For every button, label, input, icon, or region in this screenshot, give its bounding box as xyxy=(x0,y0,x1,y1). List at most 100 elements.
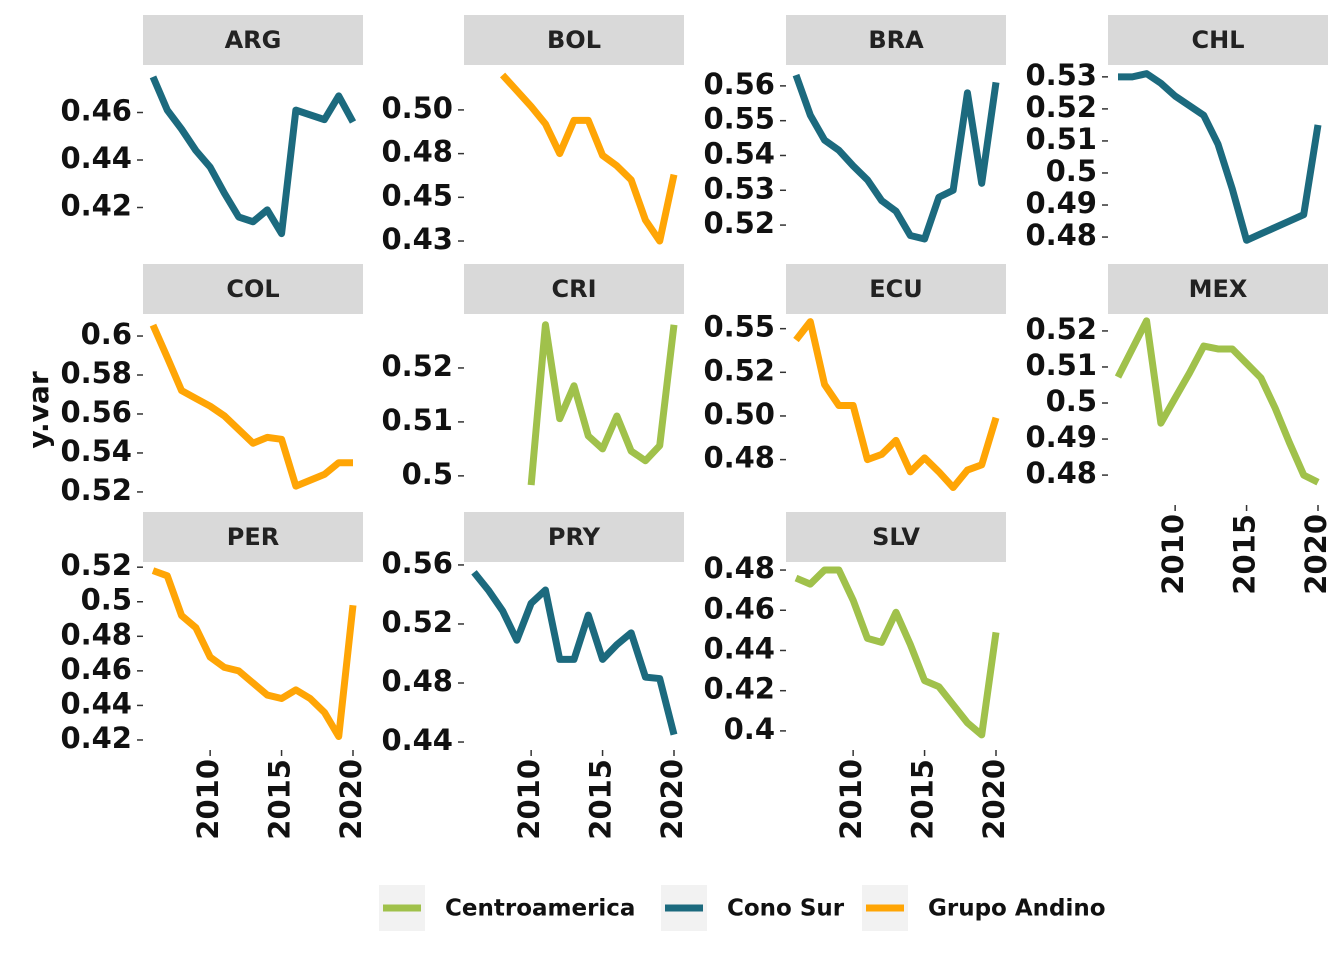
line-series xyxy=(1118,70,1322,244)
x-tick-label: 2010 xyxy=(1156,514,1190,595)
y-tick-label: 0.46 xyxy=(60,94,132,128)
y-tick-label: 0.50 xyxy=(703,397,775,431)
y-tick-label: 0.52 xyxy=(381,349,453,383)
facet-strip xyxy=(143,264,363,314)
y-axis-label: y.var xyxy=(22,371,55,448)
y-tick-label: 0.42 xyxy=(60,189,132,223)
y-tick-label: 0.52 xyxy=(60,473,132,507)
line-series xyxy=(149,323,353,490)
y-tick-label: 0.53 xyxy=(1025,58,1097,92)
y-tick-label: 0.44 xyxy=(381,723,453,757)
facet-title: PRY xyxy=(548,523,601,551)
y-tick-label: 0.49 xyxy=(1025,186,1097,220)
x-tick-label: 2020 xyxy=(1299,514,1333,595)
y-tick-label: 0.56 xyxy=(703,67,775,101)
facet-title: SLV xyxy=(872,523,920,551)
facet-title: ECU xyxy=(869,275,923,303)
y-tick-label: 0.54 xyxy=(703,136,775,170)
facet-strip xyxy=(464,264,684,314)
y-tick-label: 0.52 xyxy=(1025,90,1097,124)
y-tick-label: 0.50 xyxy=(381,91,453,125)
legend-label: Grupo Andino xyxy=(928,896,1106,922)
facet-title: BOL xyxy=(547,26,601,54)
facet-strip xyxy=(1108,15,1328,65)
y-tick-label: 0.48 xyxy=(1025,456,1097,490)
x-tick-label: 2010 xyxy=(191,759,225,840)
y-tick-label: 0.52 xyxy=(703,353,775,387)
y-tick-label: 0.44 xyxy=(60,686,132,720)
x-tick-label: 2015 xyxy=(906,759,940,840)
line-series xyxy=(149,75,357,238)
y-tick-label: 0.48 xyxy=(703,441,775,475)
y-tick-label: 0.6 xyxy=(81,317,132,351)
facet-title: MEX xyxy=(1189,275,1248,303)
line-series xyxy=(499,72,678,245)
y-tick-label: 0.46 xyxy=(60,652,132,686)
facet-title: ARG xyxy=(225,26,282,54)
facet-title: BRA xyxy=(868,26,924,54)
x-tick-label: 2015 xyxy=(263,759,297,840)
y-tick-label: 0.48 xyxy=(703,551,775,585)
y-tick-label: 0.5 xyxy=(81,583,132,617)
y-tick-label: 0.5 xyxy=(1046,154,1097,188)
x-tick-label: 2020 xyxy=(334,759,368,840)
y-tick-label: 0.46 xyxy=(703,591,775,625)
y-tick-label: 0.48 xyxy=(381,664,453,698)
y-tick-label: 0.51 xyxy=(1025,348,1097,382)
line-series xyxy=(793,318,1000,492)
legend-label: Centroamerica xyxy=(445,896,635,922)
y-tick-label: 0.56 xyxy=(381,546,453,580)
line-series xyxy=(527,321,678,486)
y-tick-label: 0.48 xyxy=(60,617,132,651)
facet-strip xyxy=(1108,264,1328,314)
facet-strip xyxy=(464,512,684,562)
facet-title: COL xyxy=(226,275,279,303)
y-tick-label: 0.52 xyxy=(1025,312,1097,346)
facet-strip xyxy=(786,15,1006,65)
facet-strip xyxy=(143,15,363,65)
legend-label: Cono Sur xyxy=(727,896,845,922)
y-tick-label: 0.53 xyxy=(703,171,775,205)
y-tick-label: 0.45 xyxy=(381,178,453,212)
y-tick-label: 0.48 xyxy=(1025,218,1097,252)
y-tick-label: 0.4 xyxy=(724,712,775,746)
line-series xyxy=(1114,317,1320,486)
y-tick-label: 0.55 xyxy=(703,102,775,136)
y-tick-label: 0.58 xyxy=(60,356,132,390)
facet-strip xyxy=(786,264,1006,314)
line-series xyxy=(471,570,678,736)
line-series xyxy=(151,567,357,741)
y-tick-label: 0.52 xyxy=(381,605,453,639)
y-tick-label: 0.51 xyxy=(381,403,453,437)
y-tick-label: 0.43 xyxy=(381,222,453,256)
x-tick-label: 2015 xyxy=(584,759,618,840)
y-tick-label: 0.42 xyxy=(60,721,132,755)
facet-strip xyxy=(464,15,684,65)
y-tick-label: 0.52 xyxy=(703,206,775,240)
y-tick-label: 0.48 xyxy=(381,135,453,169)
y-tick-label: 0.5 xyxy=(402,457,453,491)
facet-title: PER xyxy=(227,523,279,551)
y-tick-label: 0.49 xyxy=(1025,420,1097,454)
x-tick-label: 2020 xyxy=(977,759,1011,840)
y-tick-label: 0.51 xyxy=(1025,122,1097,156)
y-tick-label: 0.54 xyxy=(60,434,132,468)
facet-strip xyxy=(786,512,1006,562)
y-tick-label: 0.5 xyxy=(1046,384,1097,418)
x-tick-label: 2010 xyxy=(834,759,868,840)
facet-strip xyxy=(143,512,363,562)
facet-title: CHL xyxy=(1192,26,1245,54)
facet-title: CRI xyxy=(551,275,596,303)
y-tick-label: 0.44 xyxy=(60,141,132,175)
y-tick-label: 0.42 xyxy=(703,672,775,706)
x-tick-label: 2015 xyxy=(1228,514,1262,595)
y-tick-label: 0.52 xyxy=(60,548,132,582)
x-tick-label: 2010 xyxy=(512,759,546,840)
y-tick-label: 0.56 xyxy=(60,395,132,429)
line-series xyxy=(792,73,1000,243)
y-tick-label: 0.44 xyxy=(703,631,775,665)
x-tick-label: 2020 xyxy=(655,759,689,840)
y-tick-label: 0.55 xyxy=(703,310,775,344)
line-series xyxy=(794,566,1000,739)
